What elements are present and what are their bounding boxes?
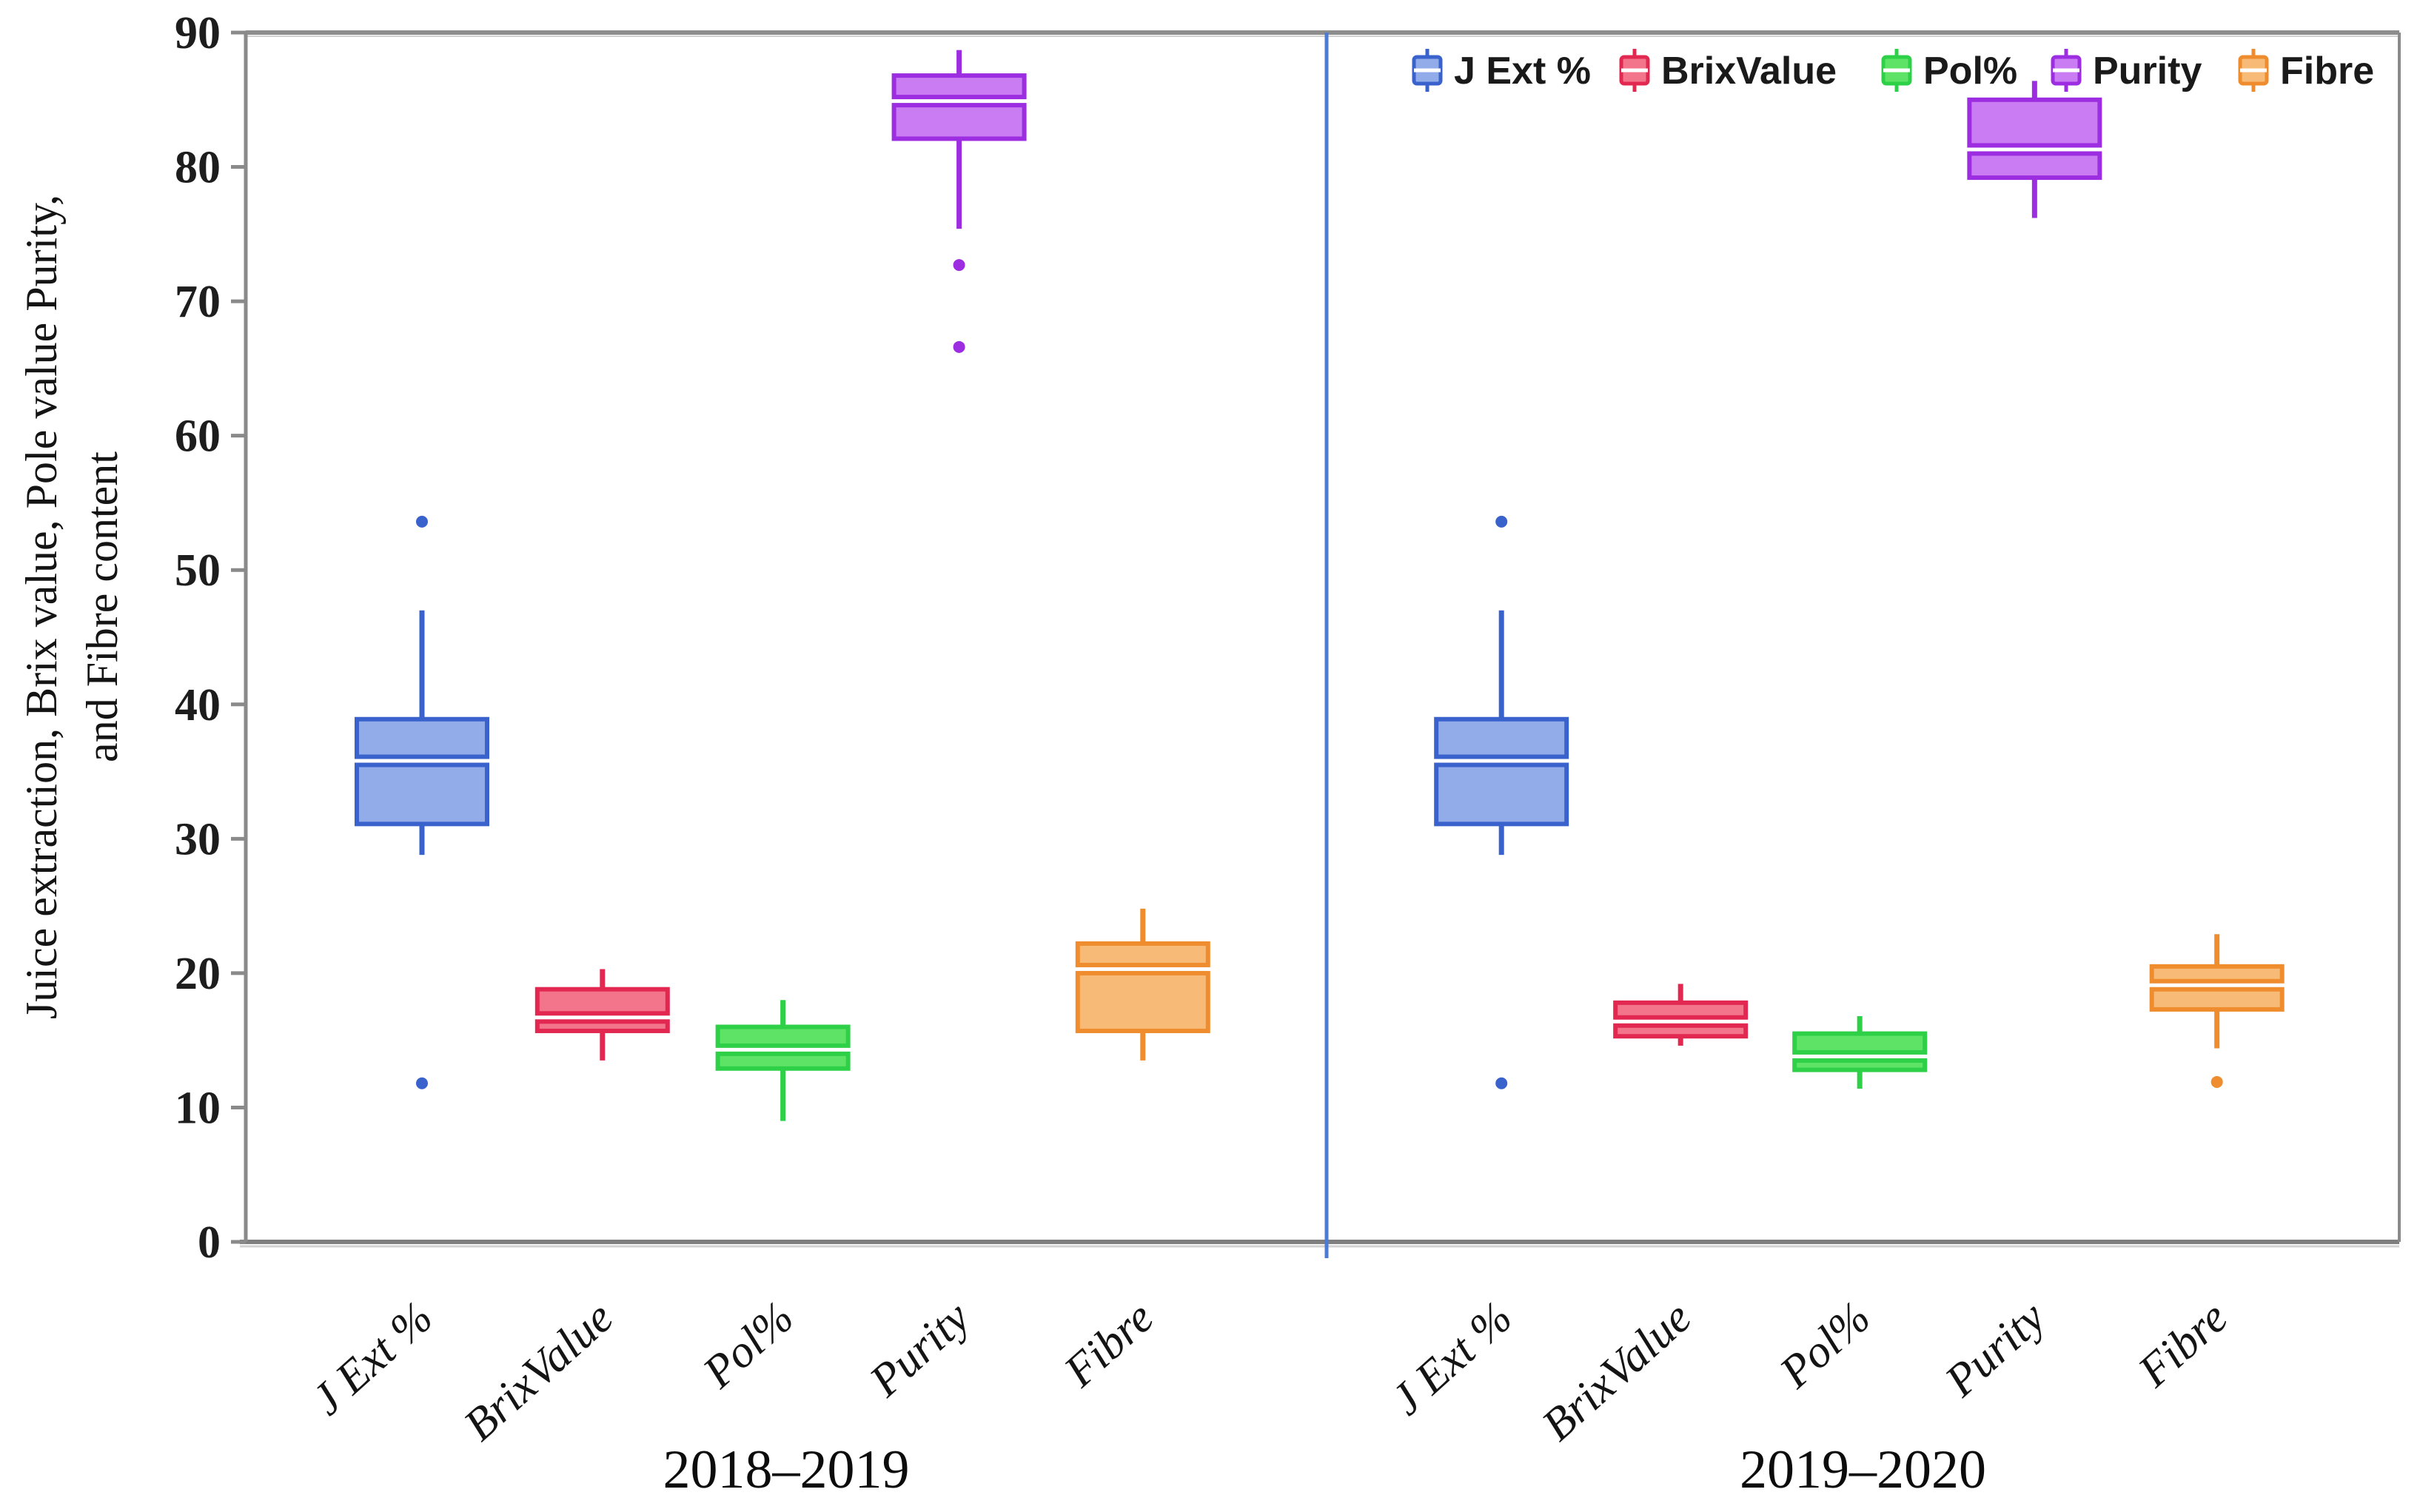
outlier-point	[415, 515, 428, 528]
box-upper-r0	[1434, 716, 1569, 759]
y-tick-label: 80	[175, 143, 221, 193]
box-lower-l1	[534, 1019, 670, 1033]
outlier-point	[953, 259, 965, 272]
y-axis-title-line2: and Fibre content	[78, 451, 127, 762]
x-category-label: Fibre	[2128, 1292, 2237, 1397]
x-category-label: J Ext %	[303, 1292, 443, 1425]
box-lower-l4	[1075, 970, 1210, 1033]
box-lower-l2	[715, 1051, 851, 1071]
legend-label: BrixValue	[1661, 50, 1837, 93]
box-lower-r4	[2149, 987, 2285, 1012]
x-category-label: Purity	[1935, 1292, 2055, 1407]
box-lower-l0	[354, 762, 489, 827]
y-axis-title-line1: Juice extraction, Brix value, Pole value…	[17, 195, 66, 1019]
y-tick-label: 10	[175, 1083, 221, 1133]
y-tick-label: 70	[175, 277, 221, 327]
group-label-1: 2019–2020	[1740, 1439, 1986, 1500]
x-category-label: BrixValue	[455, 1292, 623, 1451]
y-tick-label: 30	[175, 814, 221, 864]
box-upper-l0	[354, 716, 489, 759]
y-tick-label: 40	[175, 680, 221, 730]
legend-label: Pol%	[1923, 50, 2017, 93]
box-upper-l1	[534, 987, 670, 1016]
box-upper-l4	[1075, 941, 1210, 967]
box-lower-r2	[1792, 1058, 1928, 1072]
y-tick-label: 90	[175, 8, 221, 58]
outlier-point	[953, 340, 965, 353]
x-category-label: Purity	[860, 1292, 980, 1407]
x-category-label: BrixValue	[1532, 1292, 1700, 1451]
box-lower-l3	[891, 103, 1027, 141]
group-label-0: 2018–2019	[663, 1439, 910, 1500]
box-lower-r0	[1434, 762, 1569, 827]
x-category-label: Pol%	[693, 1292, 803, 1398]
y-tick-label: 60	[175, 411, 221, 462]
box-lower-r1	[1613, 1023, 1749, 1039]
outlier-point	[2210, 1075, 2223, 1088]
box-upper-r3	[1967, 97, 2102, 148]
box-upper-r4	[2149, 964, 2285, 984]
box-upper-r2	[1792, 1031, 1928, 1055]
outlier-point	[1495, 1077, 1508, 1089]
x-category-label: Pol%	[1770, 1292, 1880, 1398]
x-category-label: J Ext %	[1382, 1292, 1522, 1425]
outlier-point	[1495, 515, 1508, 528]
y-tick-label: 50	[175, 545, 221, 596]
legend-label: Purity	[2093, 50, 2202, 93]
y-tick-label: 20	[175, 949, 221, 999]
legend-label: Fibre	[2280, 50, 2374, 93]
x-category-label: Fibre	[1054, 1292, 1163, 1397]
box-upper-l2	[715, 1024, 851, 1048]
legend-label: J Ext %	[1454, 50, 1591, 93]
y-tick-label: 0	[198, 1217, 221, 1268]
box-upper-r1	[1613, 1000, 1749, 1020]
outlier-point	[415, 1077, 428, 1089]
box-upper-l3	[891, 73, 1027, 100]
box-lower-r3	[1967, 151, 2102, 181]
